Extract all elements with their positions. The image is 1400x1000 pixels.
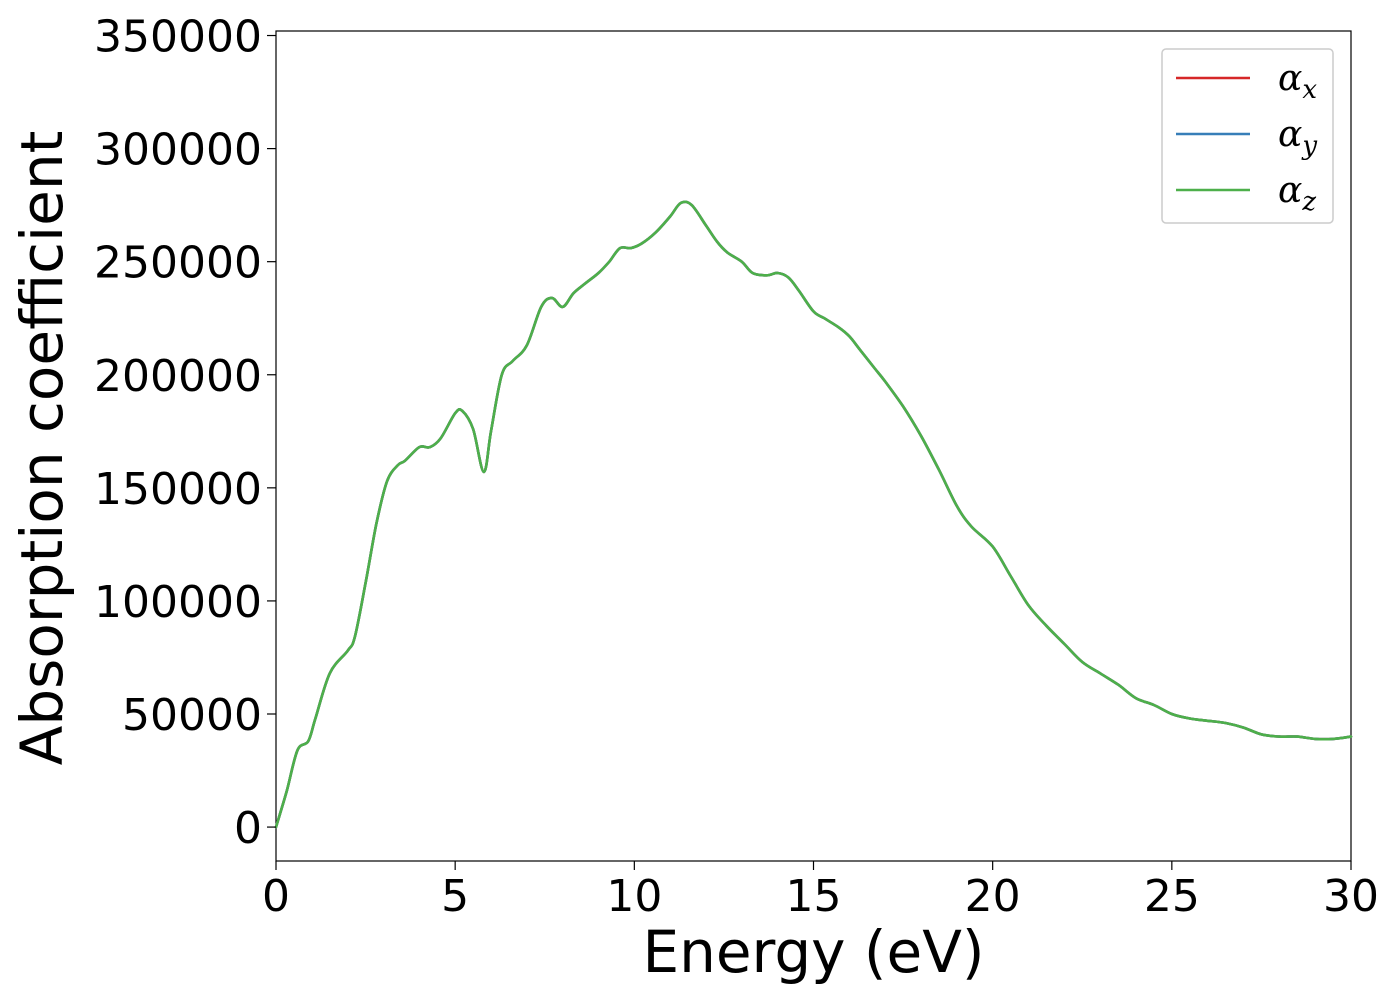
series-line-0 bbox=[274, 200, 1353, 829]
y-tick-label: 300000 bbox=[94, 125, 262, 176]
y-tick-label: 100000 bbox=[94, 577, 262, 628]
x-tick-label: 0 bbox=[262, 871, 290, 922]
x-tick-label: 25 bbox=[1144, 871, 1200, 922]
x-axis-ticks: 0 5 10 15 20 25 30 bbox=[262, 861, 1379, 922]
x-tick-label: 30 bbox=[1323, 871, 1379, 922]
legend-label: αz bbox=[1278, 170, 1316, 217]
legend-subscript: y bbox=[1301, 131, 1317, 161]
series-line-1 bbox=[274, 200, 1353, 829]
legend-subscript: z bbox=[1301, 187, 1316, 217]
y-tick-label: 50000 bbox=[122, 690, 262, 741]
x-tick-label: 10 bbox=[606, 871, 662, 922]
x-tick-label: 20 bbox=[965, 871, 1021, 922]
y-axis-ticks: 0 50000 100000 150000 200000 250000 300000 3500… bbox=[94, 12, 276, 854]
legend-box bbox=[1161, 48, 1334, 224]
legend-symbol: α bbox=[1278, 170, 1302, 211]
y-tick-label: 0 bbox=[234, 803, 262, 854]
y-tick-label: 150000 bbox=[94, 464, 262, 515]
series-line-2 bbox=[274, 200, 1353, 829]
y-axis-title: Absorption coefficient bbox=[8, 131, 76, 766]
x-tick-label: 5 bbox=[441, 871, 469, 922]
plot-area: 0 5 10 15 20 25 30 0 50000 100000 150000 200000 250… bbox=[94, 12, 1379, 922]
series-layer bbox=[274, 200, 1353, 829]
legend-symbol: α bbox=[1278, 58, 1302, 99]
y-tick-label: 250000 bbox=[94, 238, 262, 289]
x-tick-label: 15 bbox=[786, 871, 842, 922]
x-axis-title: Energy (eV) bbox=[642, 918, 984, 986]
legend-label: αx bbox=[1278, 58, 1317, 105]
legend-subscript: x bbox=[1302, 75, 1317, 105]
y-tick-label: 350000 bbox=[94, 12, 262, 63]
legend-symbol: α bbox=[1278, 114, 1302, 155]
y-tick-label: 200000 bbox=[94, 351, 262, 402]
legend-label: αy bbox=[1278, 114, 1317, 161]
